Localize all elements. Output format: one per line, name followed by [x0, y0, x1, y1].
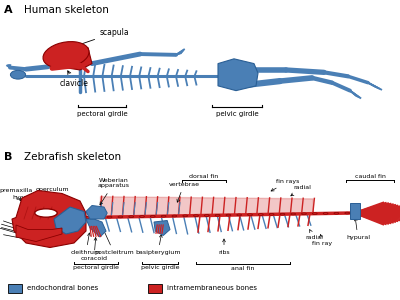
Polygon shape — [48, 43, 92, 70]
Text: postcleitrum: postcleitrum — [94, 230, 134, 255]
Text: dentary: dentary — [0, 205, 21, 227]
Circle shape — [140, 216, 144, 218]
Circle shape — [35, 209, 57, 217]
Text: vertebrae: vertebrae — [168, 182, 200, 202]
Circle shape — [226, 214, 231, 216]
Polygon shape — [86, 206, 107, 219]
Circle shape — [129, 216, 134, 218]
Circle shape — [107, 216, 112, 218]
Text: articular: articular — [0, 208, 26, 232]
Circle shape — [302, 213, 306, 215]
Circle shape — [161, 215, 166, 217]
Circle shape — [118, 216, 123, 218]
Circle shape — [345, 212, 350, 214]
Circle shape — [269, 214, 274, 215]
Text: symplectic: symplectic — [0, 217, 50, 245]
Polygon shape — [54, 207, 86, 234]
Text: intramembraneous bones: intramembraneous bones — [167, 285, 257, 291]
Text: clavicle: clavicle — [60, 71, 89, 88]
Text: Zebrafish skeleton: Zebrafish skeleton — [24, 152, 121, 161]
Text: Weberian
apparatus: Weberian apparatus — [98, 178, 130, 205]
Circle shape — [334, 212, 339, 214]
Circle shape — [204, 214, 209, 216]
Text: pectoral girdle: pectoral girdle — [73, 266, 119, 271]
Circle shape — [150, 215, 155, 217]
Ellipse shape — [43, 42, 89, 68]
Polygon shape — [12, 190, 86, 248]
Text: metapterygoid: metapterygoid — [0, 203, 42, 241]
Text: hypural: hypural — [346, 218, 370, 240]
Circle shape — [194, 215, 198, 217]
Text: radial: radial — [305, 230, 323, 240]
Bar — [8, 284, 22, 292]
Text: hyomandibular: hyomandibular — [12, 196, 61, 214]
Text: premaxilla: premaxilla — [0, 188, 33, 201]
Circle shape — [172, 215, 177, 217]
Polygon shape — [350, 202, 360, 219]
Text: pelvic girdle: pelvic girdle — [216, 110, 258, 116]
Polygon shape — [154, 220, 170, 236]
Text: pectoral girdle: pectoral girdle — [77, 110, 127, 116]
Circle shape — [258, 214, 263, 215]
Circle shape — [291, 213, 296, 215]
Text: B: B — [4, 152, 12, 161]
Text: basipterygium: basipterygium — [135, 235, 181, 255]
Text: anal fin: anal fin — [231, 266, 255, 271]
Circle shape — [280, 213, 285, 215]
Circle shape — [237, 214, 242, 216]
Polygon shape — [16, 225, 62, 242]
Circle shape — [323, 212, 328, 214]
Text: ribs: ribs — [218, 239, 230, 255]
Text: dorsal fin: dorsal fin — [189, 173, 219, 178]
Text: scapula: scapula — [70, 28, 130, 49]
Text: caudal fin: caudal fin — [354, 173, 386, 178]
Circle shape — [215, 214, 220, 216]
Circle shape — [312, 213, 317, 214]
Text: operculum: operculum — [35, 187, 69, 206]
Bar — [148, 284, 162, 292]
Text: quadrate: quadrate — [0, 211, 34, 237]
Circle shape — [86, 217, 90, 218]
Text: Human skeleton: Human skeleton — [24, 5, 109, 15]
Text: pelvic girdle: pelvic girdle — [141, 266, 179, 271]
Text: endochondral bones: endochondral bones — [27, 285, 98, 291]
Text: fin rays: fin rays — [271, 179, 300, 191]
Text: cleithrum: cleithrum — [71, 233, 101, 255]
Polygon shape — [218, 59, 258, 91]
Text: coracoid: coracoid — [80, 238, 108, 260]
Text: radial: radial — [291, 185, 311, 196]
Ellipse shape — [10, 70, 26, 79]
Text: fin ray: fin ray — [312, 235, 332, 246]
Polygon shape — [86, 219, 106, 237]
Circle shape — [183, 215, 188, 217]
Text: A: A — [4, 5, 13, 15]
Circle shape — [96, 216, 101, 218]
Circle shape — [248, 214, 252, 216]
